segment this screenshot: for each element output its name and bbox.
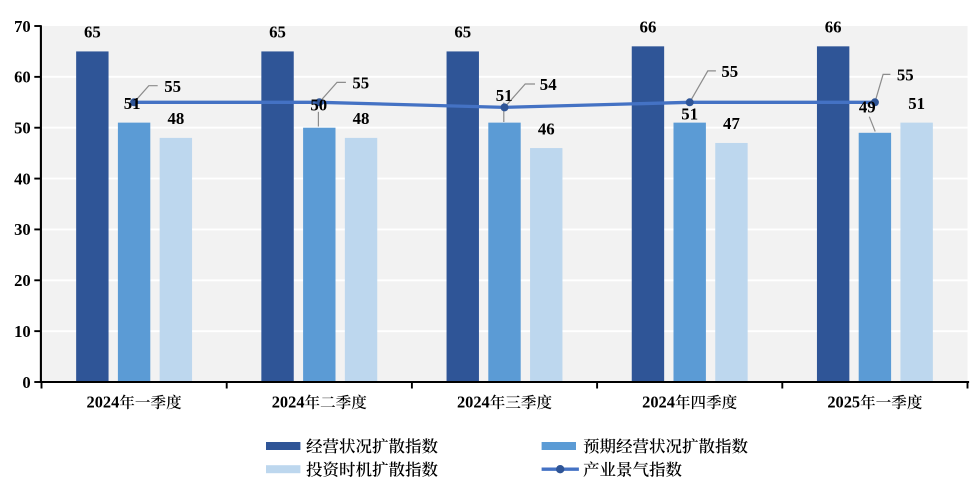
svg-text:2024: 2024 (272, 393, 305, 412)
svg-text:55: 55 (352, 74, 369, 93)
svg-text:2024: 2024 (642, 393, 675, 412)
svg-text:70: 70 (14, 17, 31, 36)
svg-text:49: 49 (859, 97, 876, 116)
svg-text:55: 55 (721, 62, 738, 81)
svg-text:60: 60 (14, 68, 31, 87)
svg-text:46: 46 (538, 119, 555, 138)
svg-text:54: 54 (540, 75, 557, 94)
svg-text:2025: 2025 (827, 393, 860, 412)
svg-text:51: 51 (496, 86, 513, 105)
svg-text:66: 66 (825, 18, 842, 37)
svg-text:65: 65 (269, 23, 286, 42)
svg-text:30: 30 (14, 220, 31, 239)
svg-text:40: 40 (14, 169, 31, 188)
svg-text:51: 51 (908, 94, 925, 113)
svg-text:0: 0 (22, 373, 30, 392)
svg-text:48: 48 (353, 109, 370, 128)
svg-text:2024: 2024 (457, 393, 490, 412)
svg-text:20: 20 (14, 271, 31, 290)
svg-text:47: 47 (723, 114, 740, 133)
svg-text:55: 55 (897, 66, 914, 85)
svg-text:50: 50 (14, 119, 31, 138)
svg-text:50: 50 (310, 95, 327, 114)
svg-text:51: 51 (681, 105, 698, 124)
svg-text:10: 10 (14, 322, 31, 341)
svg-text:65: 65 (454, 23, 471, 42)
svg-text:55: 55 (164, 77, 181, 96)
svg-text:65: 65 (84, 23, 101, 42)
svg-text:51: 51 (124, 94, 141, 113)
svg-text:66: 66 (640, 18, 657, 37)
svg-text:48: 48 (167, 109, 184, 128)
svg-text:2024: 2024 (87, 393, 120, 412)
